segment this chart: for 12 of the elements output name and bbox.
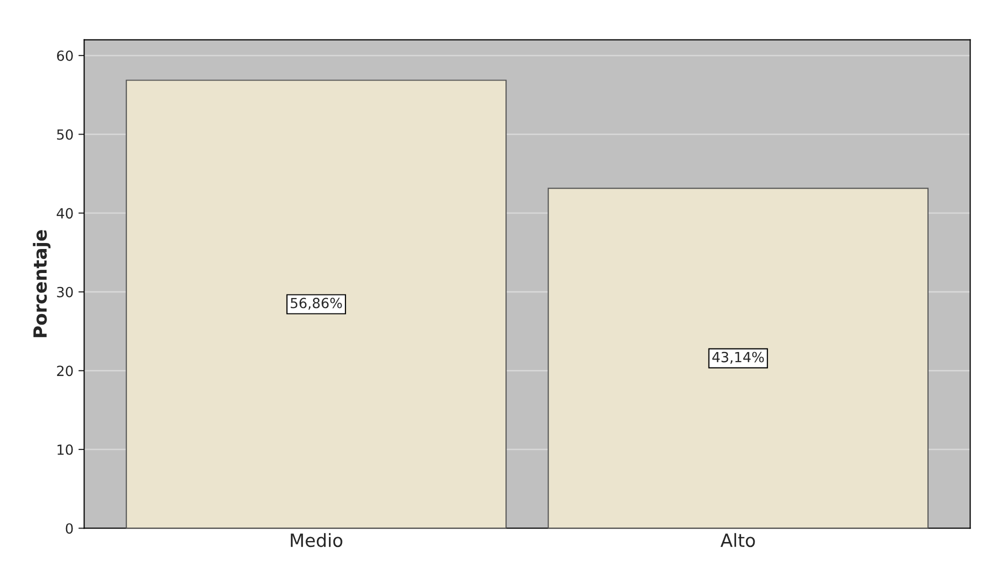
y-tick-label: 20 — [57, 366, 73, 376]
y-tick-label: 60 — [57, 50, 73, 61]
y-tick-label: 40 — [56, 208, 73, 219]
data-label: 43,14% — [712, 352, 764, 364]
x-tick-label: Alto — [720, 533, 755, 548]
y-axis-title: Porcentaje — [32, 230, 51, 338]
x-tick-label: Medio — [290, 533, 342, 548]
y-tick-label: 50 — [57, 129, 73, 140]
y-tick-label: 0 — [66, 523, 73, 534]
y-tick-label: 10 — [58, 444, 73, 455]
data-label: 56,86% — [290, 298, 342, 310]
y-tick-label: 30 — [57, 286, 73, 298]
